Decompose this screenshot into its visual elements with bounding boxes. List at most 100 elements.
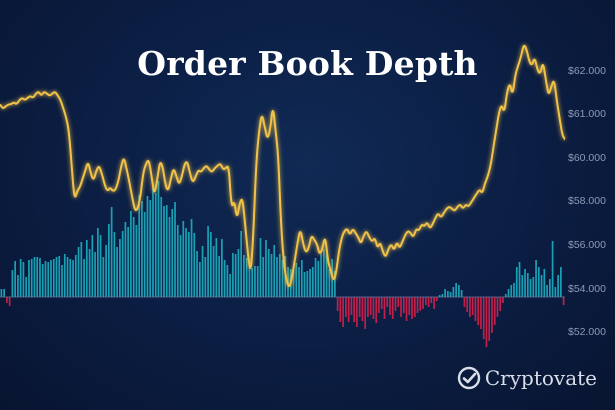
bid-depth-bar <box>209 232 212 297</box>
ask-depth-bar <box>430 297 433 303</box>
bid-depth-bar <box>535 260 537 297</box>
ask-depth-bar <box>358 297 361 317</box>
bid-depth-bar <box>127 227 130 297</box>
ask-depth-bar <box>482 297 485 339</box>
ask-depth-bar <box>345 297 347 317</box>
bid-depth-bar <box>163 206 165 297</box>
bid-depth-bar <box>201 246 204 297</box>
ask-depth-bar <box>463 297 466 307</box>
ask-depth-bar <box>400 297 402 317</box>
bid-depth-bar <box>143 212 146 297</box>
bid-depth-bar <box>96 228 99 297</box>
ask-depth-bar <box>361 297 364 321</box>
bid-depth-bar <box>504 294 507 297</box>
bid-depth-bar <box>518 262 521 297</box>
bid-depth-bar <box>551 241 554 297</box>
ask-depth-bar <box>350 297 353 315</box>
bid-depth-bar <box>94 252 96 297</box>
ask-depth-bar <box>485 297 488 347</box>
bid-depth-bar <box>298 267 300 297</box>
bid-depth-bar <box>322 249 325 297</box>
bid-depth-bar <box>182 221 185 297</box>
ask-depth-bar <box>6 297 8 303</box>
bid-depth-bar <box>240 231 243 297</box>
ask-depth-bar <box>419 297 422 311</box>
brand-logo: Cryptovate <box>457 366 597 390</box>
bid-depth-bar <box>80 242 83 297</box>
ask-depth-bar <box>347 297 350 322</box>
y-axis: $62.000 $61.000 $60.000 $58.000 $56.000 $54.0… <box>568 65 606 338</box>
ask-depth-bar <box>427 297 430 307</box>
bid-depth-bar <box>267 249 270 297</box>
y-tick-label: $61.000 <box>568 108 606 120</box>
ask-depth-bar <box>499 297 502 311</box>
bid-depth-bar <box>185 228 187 297</box>
bid-depth-bar <box>234 254 237 297</box>
ask-depth-bar <box>397 297 400 307</box>
bid-depth-bar <box>458 285 460 297</box>
bid-depth-bar <box>41 264 44 297</box>
ask-depth-bar <box>424 297 427 305</box>
bid-depth-bar <box>83 259 85 297</box>
bid-depth-bar <box>0 289 3 297</box>
bid-depth-bar <box>11 270 14 297</box>
bid-depth-bar <box>116 247 118 297</box>
bid-depth-bar <box>50 260 52 297</box>
y-tick-label: $58.000 <box>568 195 606 207</box>
bid-depth-bar <box>61 265 63 297</box>
bid-depth-bar <box>554 287 557 297</box>
bid-depth-bar <box>63 254 66 297</box>
ask-depth-bar <box>471 297 474 315</box>
ask-depth-bar <box>491 297 493 333</box>
ask-depth-bar <box>378 297 380 313</box>
ask-depth-bar <box>435 297 438 301</box>
ask-depth-bar <box>369 297 372 315</box>
bid-depth-bar <box>58 256 61 297</box>
bid-depth-bar <box>546 285 548 297</box>
bid-depth-bar <box>251 268 254 297</box>
bid-depth-bar <box>513 283 515 297</box>
bid-depth-bar <box>74 255 77 297</box>
bid-depth-bar <box>273 245 276 297</box>
bid-depth-bar <box>30 259 33 297</box>
brand-name: Cryptovate <box>484 366 597 390</box>
bid-depth-bar <box>19 259 22 297</box>
bid-depth-bar <box>507 289 510 297</box>
bid-depth-bar <box>303 272 306 297</box>
bid-depth-bar <box>243 255 245 297</box>
bid-depth-bar <box>226 265 229 297</box>
bid-depth-bar <box>119 239 121 297</box>
y-tick-label: $62.000 <box>568 65 606 77</box>
bid-depth-bar <box>14 261 17 297</box>
bid-depth-bar <box>141 201 143 297</box>
bid-depth-bar <box>537 267 540 297</box>
bid-depth-bar <box>460 290 463 297</box>
bid-depth-bar <box>193 233 196 297</box>
bid-depth-bar <box>215 238 218 297</box>
ask-depth-bar <box>469 297 471 317</box>
bid-depth-bar <box>121 231 124 297</box>
bid-depth-bar <box>17 275 19 297</box>
bid-depth-bar <box>152 188 154 297</box>
bid-depth-bar <box>33 257 36 297</box>
bid-depth-bar <box>207 226 209 297</box>
bid-depth-bar <box>334 271 336 297</box>
ask-depth-bar <box>408 297 411 315</box>
depth-bars <box>0 181 565 347</box>
bid-depth-bar <box>292 269 295 297</box>
bid-depth-bar <box>88 249 91 297</box>
bid-depth-bar <box>557 275 559 297</box>
chart-title: Order Book Depth <box>137 44 478 83</box>
ask-depth-bar <box>422 297 424 309</box>
bid-depth-bar <box>99 235 102 297</box>
bid-depth-bar <box>204 257 207 297</box>
bid-depth-bar <box>449 292 452 297</box>
ask-depth-bar <box>394 297 397 311</box>
bid-depth-bar <box>309 269 311 297</box>
bid-depth-bar <box>540 275 543 297</box>
bid-depth-bar <box>447 291 449 297</box>
bid-depth-bar <box>160 197 163 297</box>
bid-depth-bar <box>146 196 149 297</box>
